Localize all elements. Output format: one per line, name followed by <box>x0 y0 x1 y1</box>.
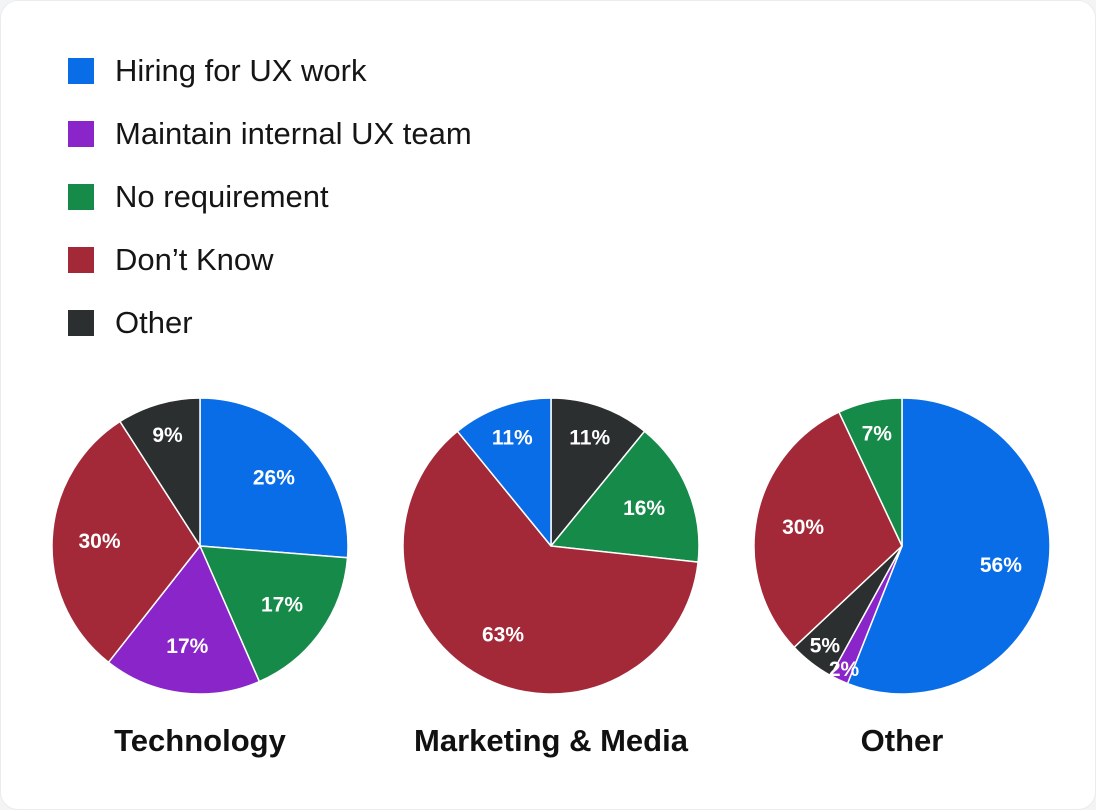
pie-slice-label: 17% <box>166 635 208 658</box>
pie-slice-other <box>550 397 646 547</box>
pie-slice-label: 16% <box>623 497 665 520</box>
pie-slice-label: 11% <box>569 426 610 449</box>
pie-slice-label: 9% <box>152 424 183 447</box>
pie-slice-dont-know <box>753 411 903 649</box>
pie-slice-no-requirement <box>550 430 700 563</box>
legend-swatch-internal <box>68 121 94 147</box>
legend-swatch-other <box>68 310 94 336</box>
pie-slice-hiring <box>846 397 1051 695</box>
pie-slice-dont-know <box>51 420 201 664</box>
pie-slice-label: 26% <box>253 467 295 490</box>
legend-label-hiring: Hiring for UX work <box>115 53 367 88</box>
pie-technology: 26% 17% 17% 30% 9% Technology <box>51 397 349 758</box>
legend-item-no-requirement: No requirement <box>68 179 472 242</box>
pie-slice-no-requirement <box>199 545 349 683</box>
pie-slice-label: 56% <box>980 554 1022 577</box>
pie-slice-internal <box>107 545 261 695</box>
pie-slice-label: 7% <box>862 422 893 445</box>
pie-marketing-and-media: 11% 16% 63% 11% Marketing & Media <box>402 397 700 758</box>
pie-slice-label: 63% <box>482 623 524 646</box>
legend-item-other: Other <box>68 305 472 368</box>
pie-slice-label: 11% <box>492 426 533 449</box>
legend-swatch-dont-know <box>68 247 94 273</box>
pie-slice-hiring <box>199 397 349 559</box>
pie-slice-hiring <box>456 397 552 547</box>
pie-title: Marketing & Media <box>414 723 689 758</box>
legend-swatch-hiring <box>68 58 94 84</box>
legend-item-dont-know: Don’t Know <box>68 242 472 305</box>
pie-title: Other <box>861 723 944 758</box>
legend: Hiring for UX work Maintain internal UX … <box>68 53 472 368</box>
legend-label-no-requirement: No requirement <box>115 179 329 214</box>
pie-slice-label: 2% <box>829 658 860 681</box>
pie-title: Technology <box>114 723 286 758</box>
pie-other: 56% 2%5% 30% 7% Other <box>753 397 1051 758</box>
legend-label-internal: Maintain internal UX team <box>115 116 472 151</box>
pie-slice-no-requirement <box>838 397 903 547</box>
legend-item-internal: Maintain internal UX team <box>68 116 472 179</box>
pie-slice-label: 17% <box>261 593 303 616</box>
pie-slice-label: 30% <box>782 516 824 539</box>
pie-slice-dont-know <box>402 430 699 695</box>
legend-label-dont-know: Don’t Know <box>115 242 274 277</box>
pie-slice-label: 30% <box>78 530 120 553</box>
legend-swatch-no-requirement <box>68 184 94 210</box>
pie-slice-label: 5% <box>810 634 841 657</box>
legend-label-other: Other <box>115 305 193 340</box>
legend-item-hiring: Hiring for UX work <box>68 53 472 116</box>
pie-slice-other <box>119 397 201 547</box>
